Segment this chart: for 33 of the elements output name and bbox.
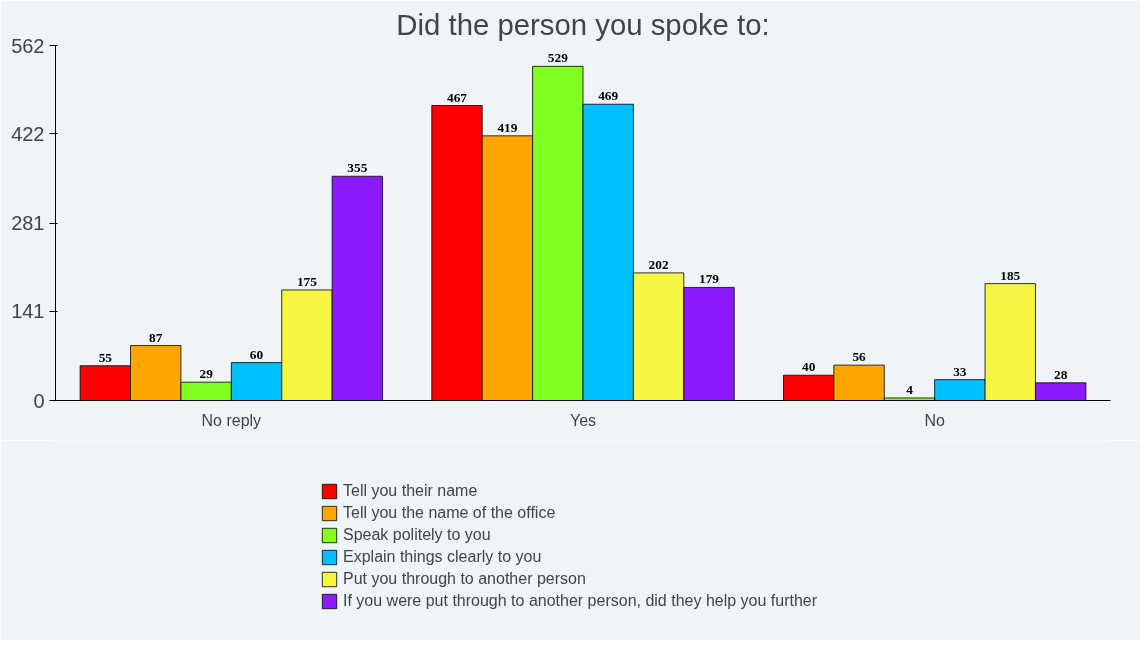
data-label: 355 <box>347 160 368 176</box>
y-tick-label: 0 <box>33 389 45 412</box>
data-label: 202 <box>648 256 669 272</box>
data-label: 179 <box>699 271 720 287</box>
data-label: 33 <box>953 363 967 379</box>
x-tick-label: No reply <box>201 411 262 429</box>
legend-label: Put you through to another person <box>343 570 586 588</box>
y-tick-label: 281 <box>11 212 45 234</box>
legend-label: Tell you their name <box>343 482 478 500</box>
data-label: 419 <box>497 119 518 135</box>
y-tick-label: 562 <box>11 34 45 57</box>
legend-label: Speak politely to you <box>343 526 491 544</box>
data-label: 87 <box>149 329 163 345</box>
data-label: 467 <box>446 89 468 105</box>
x-tick-label: Yes <box>569 411 597 429</box>
chart-title: Did the person you spoke to: <box>396 7 770 41</box>
data-label: 40 <box>801 359 816 375</box>
data-label: 469 <box>598 88 619 104</box>
data-label: 4 <box>906 381 914 397</box>
legend-label: Tell you the name of the office <box>343 504 556 522</box>
data-label: 175 <box>296 273 318 289</box>
data-label: 28 <box>1054 366 1068 382</box>
legend-label: If you were put through to another person, did they help you further <box>343 592 818 610</box>
data-label: 60 <box>249 346 264 362</box>
data-label: 56 <box>852 349 867 365</box>
y-tick-label: 141 <box>11 300 45 323</box>
legend-label: Explain things clearly to you <box>343 548 542 566</box>
y-tick-label: 422 <box>11 122 45 145</box>
x-tick-label: No <box>924 411 945 429</box>
data-label: 55 <box>98 349 113 365</box>
data-label: 529 <box>547 50 569 66</box>
data-label: 29 <box>199 366 214 382</box>
data-label: 185 <box>1000 267 1021 283</box>
